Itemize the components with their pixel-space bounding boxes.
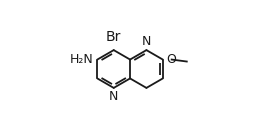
Text: N: N <box>109 90 119 103</box>
Text: Br: Br <box>106 30 122 43</box>
Text: O: O <box>166 53 176 66</box>
Text: H₂N: H₂N <box>69 53 93 66</box>
Text: N: N <box>142 35 151 48</box>
